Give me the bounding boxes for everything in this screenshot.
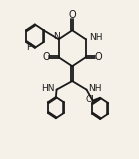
- Text: F: F: [26, 43, 31, 52]
- Text: O: O: [68, 10, 76, 21]
- Text: NH: NH: [89, 84, 102, 93]
- Text: O: O: [95, 52, 102, 62]
- Text: HN: HN: [41, 84, 54, 93]
- Text: O: O: [42, 52, 50, 62]
- Text: N: N: [53, 32, 60, 41]
- Text: NH: NH: [90, 33, 103, 42]
- Text: Cl: Cl: [85, 95, 94, 104]
